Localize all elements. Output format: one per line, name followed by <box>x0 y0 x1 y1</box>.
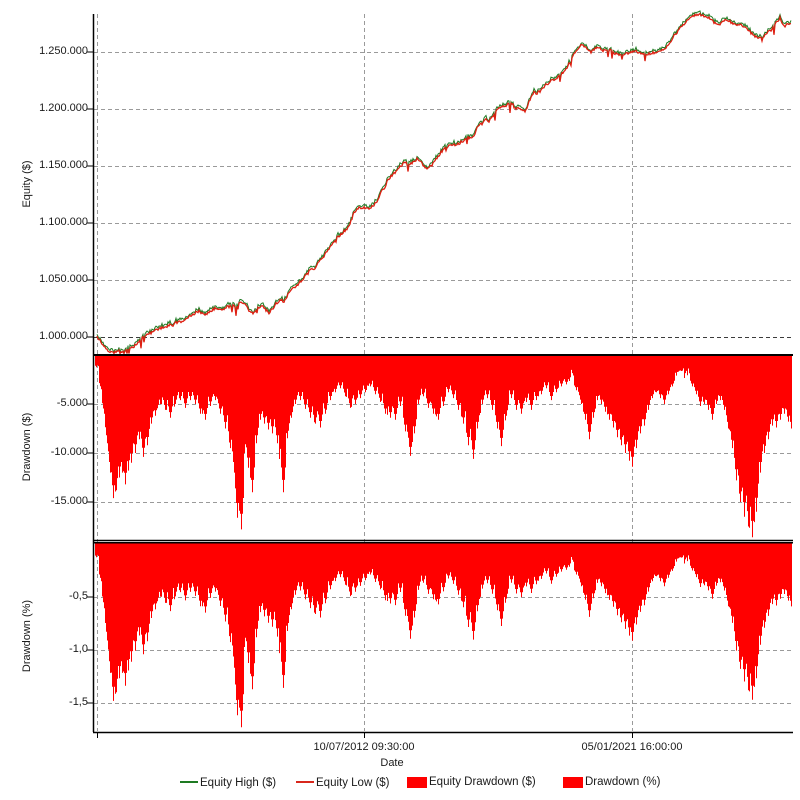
legend-label: Equity Low ($) <box>316 777 390 789</box>
equity-axis-title: Equity ($) <box>21 160 33 208</box>
equity-y-tick-label: 1.150.000 <box>39 159 88 171</box>
equity-y-tick-label: 1.250.000 <box>39 45 88 57</box>
drawdown-pct-axis-title: Drawdown (%) <box>21 599 33 673</box>
drawdown-dollar-axis-title: Drawdown ($) <box>21 412 33 482</box>
equity-low-line-swatch <box>296 781 314 783</box>
equity-drawdown-fill <box>95 356 792 538</box>
drawdown-pct-swatch <box>563 776 583 788</box>
equity-low-line <box>96 12 792 356</box>
equity-y-tick-label: 1.000.000 <box>39 330 88 342</box>
drawdown-dollar-y-tick-label: -10.000 <box>50 446 88 458</box>
equity-high-line <box>96 10 792 355</box>
legend-item-drawdown-pct: Drawdown (%) <box>563 776 660 790</box>
equity-y-tick-label: 1.050.000 <box>39 273 88 285</box>
drawdown-pct-y-tick-label: -1,0 <box>69 643 88 655</box>
equity-high-line-swatch <box>180 781 198 783</box>
legend-label: Equity Drawdown ($) <box>429 776 536 788</box>
legend-item-equity-high: Equity High ($) <box>180 777 276 791</box>
drawdown-dollar-y-tick-label: -15.000 <box>50 495 88 507</box>
drawdown-pct-y-tick-label: -1,5 <box>69 696 88 708</box>
legend-item-equity-low: Equity Low ($) <box>296 777 390 791</box>
legend-label: Drawdown (%) <box>585 776 661 788</box>
x-axis-title: Date <box>380 757 404 769</box>
equity-y-tick-label: 1.100.000 <box>39 216 88 228</box>
x-tick-label-2012: 10/07/2012 09:30:00 <box>313 741 415 753</box>
equity-drawdown-swatch <box>407 776 427 788</box>
drawdown-pct-fill <box>95 543 792 728</box>
drawdown-pct-y-tick-label: -0,5 <box>69 590 88 602</box>
legend-label: Equity High ($) <box>200 777 277 789</box>
drawdown-dollar-y-tick-label: -5.000 <box>56 397 88 409</box>
x-tick-label-2021: 05/01/2021 16:00:00 <box>581 741 683 753</box>
legend-item-equity-drawdown: Equity Drawdown ($) <box>407 776 536 790</box>
equity-y-tick-label: 1.200.000 <box>39 102 88 114</box>
